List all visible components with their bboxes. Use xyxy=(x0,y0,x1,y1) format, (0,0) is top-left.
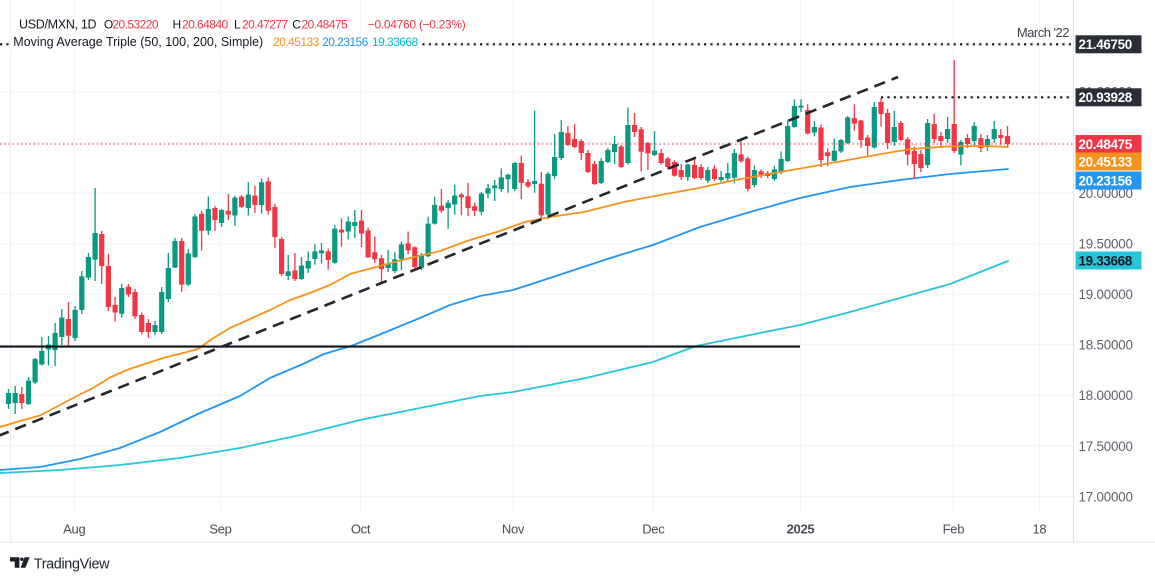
svg-text:−0.04760 (−0.23%): −0.04760 (−0.23%) xyxy=(368,18,466,32)
svg-text:20.47277: 20.47277 xyxy=(242,18,289,32)
svg-text:L: L xyxy=(234,18,241,32)
svg-text:H: H xyxy=(173,18,182,32)
svg-text:19.50000: 19.50000 xyxy=(1079,236,1133,251)
svg-text:18: 18 xyxy=(1032,522,1046,537)
svg-text:Moving Average Triple (50, 100: Moving Average Triple (50, 100, 200, Sim… xyxy=(13,35,263,49)
svg-text:March '22: March '22 xyxy=(1017,25,1069,40)
svg-text:TradingView: TradingView xyxy=(34,556,110,572)
svg-text:17.50000: 17.50000 xyxy=(1079,439,1133,454)
svg-text:19.33668: 19.33668 xyxy=(1079,253,1133,268)
svg-text:21.46750: 21.46750 xyxy=(1079,37,1132,52)
svg-text:17.00000: 17.00000 xyxy=(1079,489,1133,504)
svg-text:20.53220: 20.53220 xyxy=(112,18,159,32)
svg-text:Aug: Aug xyxy=(63,522,85,537)
svg-text:20.93928: 20.93928 xyxy=(1079,90,1133,105)
svg-text:Nov: Nov xyxy=(502,522,525,537)
svg-text:2025: 2025 xyxy=(787,522,815,537)
svg-text:USD/MXN, 1D: USD/MXN, 1D xyxy=(19,18,97,32)
svg-text:O: O xyxy=(104,18,113,32)
svg-text:C: C xyxy=(292,18,301,32)
svg-text:18.50000: 18.50000 xyxy=(1079,338,1133,353)
svg-text:18.00000: 18.00000 xyxy=(1079,388,1133,403)
svg-text:20.48475: 20.48475 xyxy=(302,18,349,32)
svg-text:20.45133: 20.45133 xyxy=(273,35,320,49)
svg-text:20.64840: 20.64840 xyxy=(182,18,229,32)
svg-text:Dec: Dec xyxy=(642,522,665,537)
svg-text:20.23156: 20.23156 xyxy=(322,35,369,49)
svg-text:20.23156: 20.23156 xyxy=(1079,173,1132,188)
svg-text:20.00000: 20.00000 xyxy=(1079,186,1133,201)
svg-text:19.33668: 19.33668 xyxy=(372,35,419,49)
svg-text:Feb: Feb xyxy=(943,522,965,537)
svg-text:Oct: Oct xyxy=(351,522,371,537)
svg-text:19.00000: 19.00000 xyxy=(1079,287,1133,302)
svg-text:20.48475: 20.48475 xyxy=(1079,137,1133,152)
svg-text:20.45133: 20.45133 xyxy=(1079,154,1132,169)
svg-text:Sep: Sep xyxy=(209,522,231,537)
